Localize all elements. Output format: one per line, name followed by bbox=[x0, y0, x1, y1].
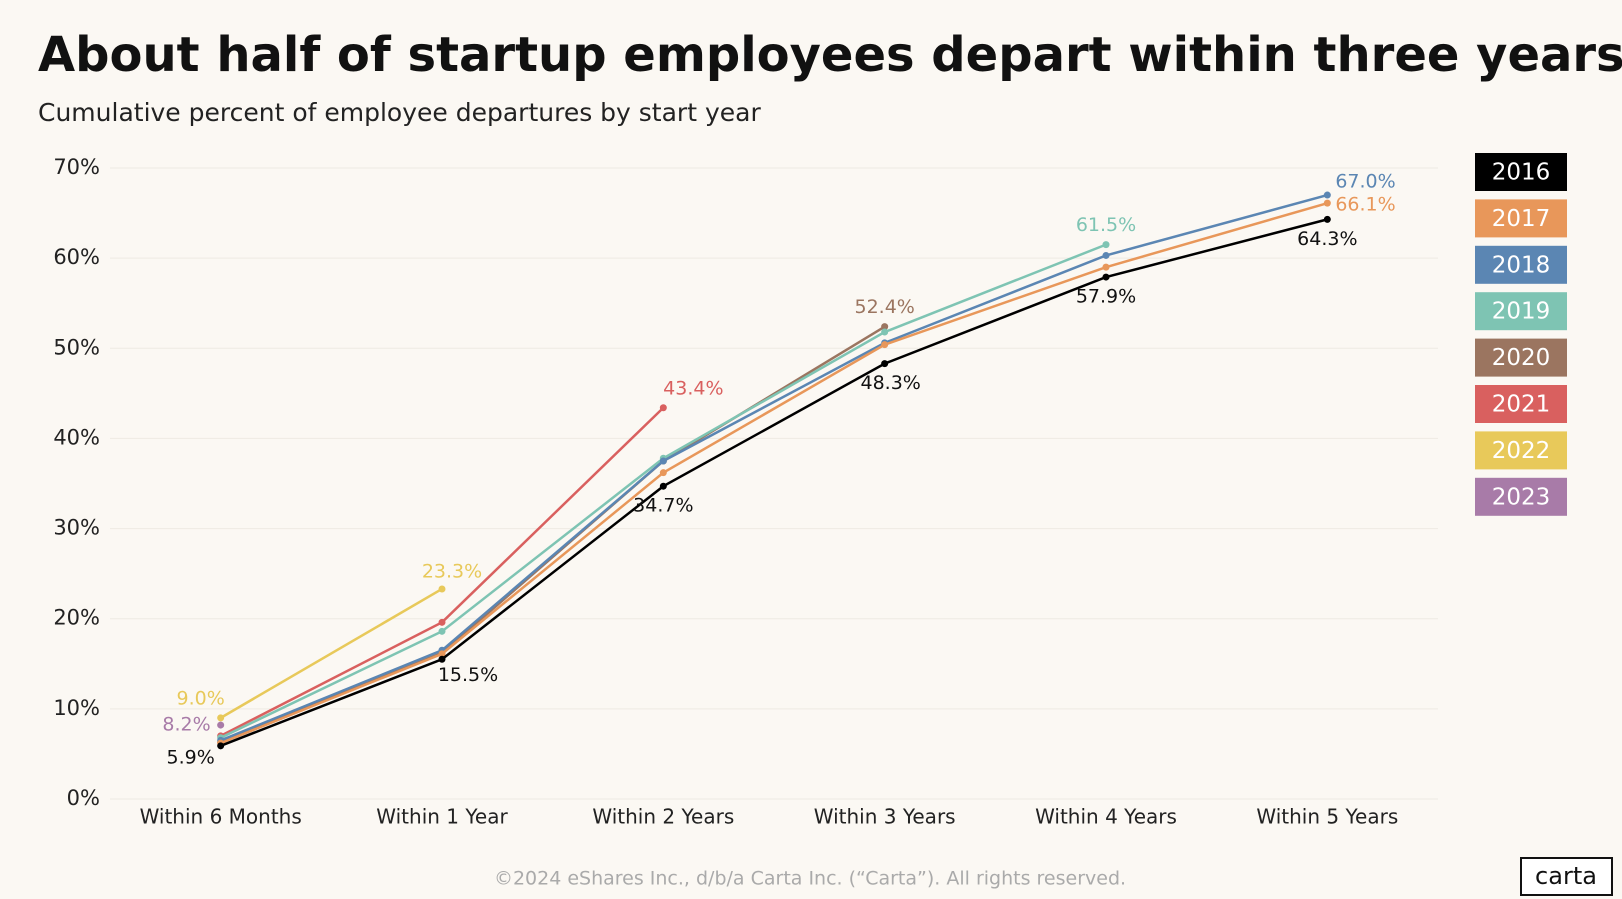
x-tick-label: Within 2 Years bbox=[592, 805, 734, 829]
data-label: 67.0% bbox=[1335, 171, 1395, 193]
y-tick-label: 40% bbox=[53, 425, 100, 449]
legend-label: 2020 bbox=[1492, 345, 1551, 371]
data-point bbox=[881, 323, 889, 331]
data-point bbox=[438, 627, 446, 635]
data-label: 57.9% bbox=[1076, 286, 1136, 308]
legend-swatch bbox=[1475, 153, 1567, 191]
y-tick-label: 10% bbox=[53, 696, 100, 720]
data-point bbox=[1323, 215, 1331, 223]
legend-swatch bbox=[1475, 245, 1567, 284]
y-tick-label: 20% bbox=[53, 606, 100, 630]
data-point bbox=[438, 650, 446, 658]
data-point bbox=[217, 721, 225, 729]
x-tick-label: Within 3 Years bbox=[814, 805, 956, 829]
data-label: 5.9% bbox=[167, 746, 215, 768]
data-label: 23.3% bbox=[422, 560, 482, 582]
legend-label: 2018 bbox=[1492, 252, 1551, 278]
legend-swatch bbox=[1475, 338, 1567, 377]
data-point bbox=[1102, 241, 1110, 249]
data-point bbox=[438, 585, 446, 593]
series-line bbox=[220, 193, 1328, 742]
legend-swatch bbox=[1475, 199, 1567, 238]
data-label: 8.2% bbox=[162, 714, 210, 736]
chart-subtitle: Cumulative percent of employee departure… bbox=[38, 98, 761, 127]
data-point bbox=[217, 742, 225, 750]
y-tick-label: 0% bbox=[67, 786, 100, 810]
data-label: 43.4% bbox=[663, 377, 723, 399]
data-point bbox=[438, 618, 446, 626]
data-label: 64.3% bbox=[1297, 228, 1357, 250]
legend-label: 2016 bbox=[1492, 160, 1551, 186]
x-tick-label: Within 5 Years bbox=[1256, 805, 1398, 829]
legend-label: 2019 bbox=[1492, 299, 1551, 325]
footer: ©2024 eShares Inc., d/b/a Carta Inc. (“C… bbox=[494, 868, 1126, 890]
series-line bbox=[220, 201, 1328, 745]
logo-box bbox=[1520, 857, 1613, 896]
legend-label: 2017 bbox=[1492, 206, 1551, 232]
data-point bbox=[881, 360, 889, 368]
y-tick-label: 30% bbox=[53, 516, 100, 540]
legend-label: 2022 bbox=[1492, 438, 1551, 464]
logo: carta bbox=[1535, 862, 1597, 890]
data-label: 9.0% bbox=[177, 687, 225, 709]
x-tick-label: Within 6 Months bbox=[140, 805, 302, 829]
legend-label: 2021 bbox=[1492, 392, 1551, 418]
legend-swatch bbox=[1475, 385, 1567, 423]
y-tick-label: 60% bbox=[53, 245, 100, 269]
data-label: 66.1% bbox=[1335, 194, 1395, 216]
data-point bbox=[659, 469, 667, 477]
y-tick-label: 70% bbox=[53, 155, 100, 179]
legend-swatch bbox=[1475, 431, 1567, 470]
data-label: 61.5% bbox=[1076, 214, 1136, 236]
data-point bbox=[1102, 273, 1110, 281]
data-point bbox=[217, 714, 225, 722]
x-tick-label: Within 1 Year bbox=[376, 805, 508, 829]
data-point bbox=[881, 341, 889, 349]
legend-label: 2023 bbox=[1492, 484, 1551, 510]
y-tick-label: 50% bbox=[53, 335, 100, 359]
data-point bbox=[659, 457, 667, 465]
chart-title: About half of startup employees depart w… bbox=[38, 27, 1622, 83]
data-point bbox=[1323, 191, 1331, 199]
data-point bbox=[1323, 199, 1331, 207]
data-point bbox=[438, 655, 446, 663]
data-point bbox=[1102, 251, 1110, 259]
data-point bbox=[659, 404, 667, 412]
x-tick-label: Within 4 Years bbox=[1035, 805, 1177, 829]
data-label: 48.3% bbox=[860, 372, 920, 394]
series-line bbox=[220, 587, 443, 719]
data-label: 34.7% bbox=[633, 495, 693, 517]
legend-swatch bbox=[1475, 292, 1567, 331]
series-line bbox=[220, 218, 1328, 747]
data-point bbox=[659, 482, 667, 490]
data-label: 52.4% bbox=[854, 296, 914, 318]
data-point bbox=[881, 328, 889, 336]
legend-swatch bbox=[1475, 477, 1567, 516]
data-label: 15.5% bbox=[438, 664, 498, 686]
data-point bbox=[1102, 263, 1110, 271]
